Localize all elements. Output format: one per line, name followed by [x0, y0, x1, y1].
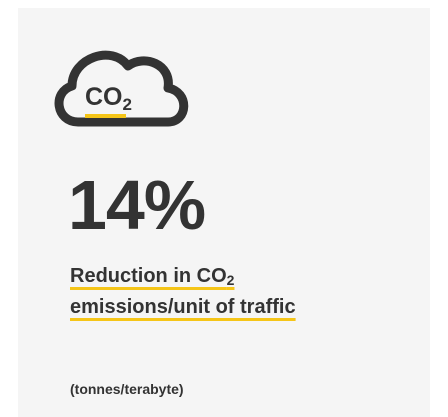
icon-label-text: CO: [85, 83, 123, 111]
stat-value: 14%: [68, 166, 206, 244]
description-line: Reduction in CO2 emissions/unit of traff…: [70, 265, 296, 318]
co2-cloud-icon: CO2: [54, 50, 189, 127]
description-text: Reduction in CO: [70, 265, 227, 287]
icon-subscript: 2: [123, 95, 132, 114]
unit-note: (tonnes/terabyte): [70, 381, 184, 397]
description-continuation: emissions/unit of traffic: [70, 296, 296, 318]
description: Reduction in CO2 emissions/unit of traff…: [70, 261, 310, 323]
stat-card: CO2 14% Reduction in CO2 emissions/unit …: [18, 8, 430, 417]
icon-label: CO2: [85, 83, 132, 114]
cloud-outline: [54, 50, 189, 127]
description-subscript: 2: [226, 272, 235, 288]
